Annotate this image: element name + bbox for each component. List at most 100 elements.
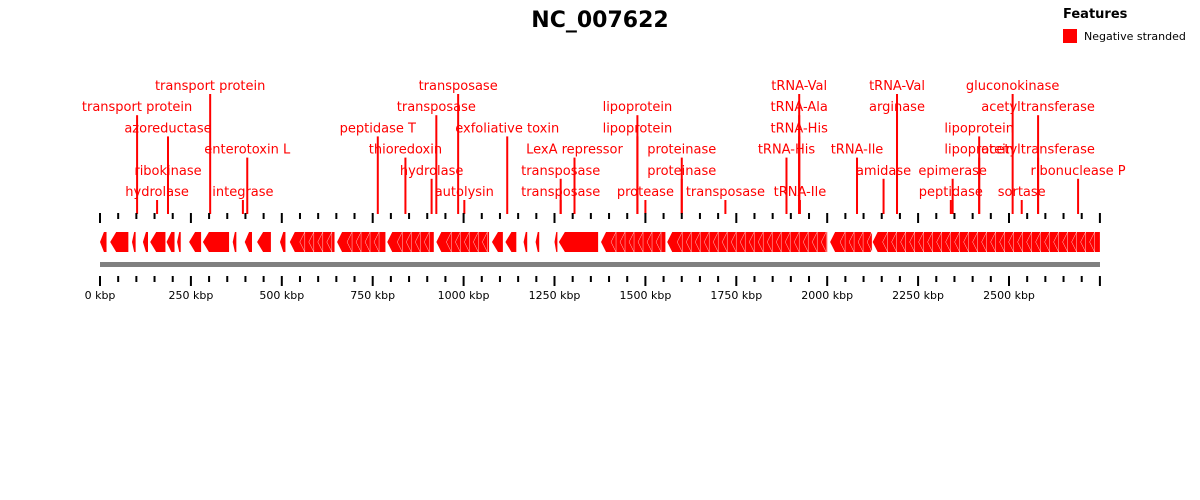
bottom-tick [953,276,956,282]
bottom-tick [135,276,138,282]
annotation-label: thioredoxin [369,143,442,158]
annotation-leader-line [644,200,647,214]
bottom-tick [1062,276,1065,282]
feature-arrow [455,231,461,253]
annotation-label: peptidase T [340,121,416,136]
top-tick [262,213,265,219]
feature-arrow [142,232,148,252]
feature-arrow [839,231,846,253]
top-tick [135,213,138,219]
annotation-leader-line [457,94,460,214]
feature-arrow [963,231,969,253]
feature-arrow [554,232,558,252]
feature-arrow [676,231,683,253]
annotation-leader-line [430,178,433,214]
feature-arrow [244,232,252,252]
feature-arrow [308,231,314,253]
annotation-leader-line [435,115,438,214]
annotation-label: tRNA-Val [869,79,925,94]
top-tick [226,213,229,219]
annotation-leader-line [1011,94,1014,214]
annotation-leader-line [559,178,562,214]
bottom-tick [1080,276,1083,282]
legend: Features Negative stranded [1063,7,1186,43]
bottom-tick [589,276,592,282]
feature-arrow [257,232,271,252]
annotation-label: gluconokinase [966,79,1060,94]
feature-arrow [757,231,764,253]
feature-arrow [491,232,503,252]
top-tick [353,213,356,219]
feature-arrow [232,232,237,252]
feature-arrow [927,231,933,253]
feature-arrow [610,231,617,253]
feature-arrow [703,231,710,253]
top-tick [917,213,920,223]
top-tick [462,213,465,223]
feature-arrow [1008,231,1014,253]
annotation-label: epimerase [918,164,987,179]
bottom-tick [644,276,647,286]
axis-tick-labels: 0 kbp 250 kbp 500 kbp 750 kbp 1000 kbp 1250 k… [85,289,1035,302]
annotation-label: lipoprotein [944,143,1014,158]
feature-arrow [619,231,626,253]
axis-tick-label: 1000 kbp [438,289,490,302]
annotation-label: transposase [686,185,765,200]
feature-arrow [346,231,353,253]
annotation-leader-line [573,157,576,214]
feature-arrow [424,231,430,253]
axis-tick-label: 500 kbp [259,289,304,302]
feature-arrow [712,231,719,253]
feature-track [100,231,1100,253]
bottom-tick [462,276,465,286]
bottom-tick [680,276,683,282]
bottom-tick [880,276,883,282]
feature-arrow [100,232,107,252]
annotation-leader-line [1020,200,1023,214]
annotation-leader-line [166,178,169,214]
bottom-tick [189,276,192,286]
bottom-tick [535,276,538,282]
feature-arrow [1017,231,1023,253]
annotation-label: tRNA-Ala [771,100,828,115]
bottom-tick [389,276,392,282]
annotation-label: transposase [419,79,498,94]
feature-arrow [317,231,323,253]
feature-arrow [685,231,692,253]
annotation-leader-line [1037,157,1040,214]
top-tick [244,213,247,219]
bottom-tick [99,276,101,286]
bottom-tick [808,276,811,282]
bottom-tick [408,276,411,282]
top-tick [117,213,120,219]
annotation-label: acetyltransferase [981,143,1095,158]
legend-title: Features [1063,7,1128,22]
feature-arrow [802,231,809,253]
feature-arrow [748,231,755,253]
top-tick [1008,213,1010,223]
annotation-leader-line [376,136,379,214]
annotation-label: enterotoxin L [204,143,291,158]
top-tick [208,213,211,219]
bottom-tick [426,276,429,282]
feature-arrow [364,231,371,253]
bottom-tick [244,276,247,282]
bottom-tick [371,276,374,286]
top-tick [826,213,829,223]
annotation-leader-line [1077,178,1080,214]
bottom-tick [826,276,829,286]
annotation-label: tRNA-Ile [831,143,884,158]
feature-arrow [918,231,924,253]
bottom-tick [553,276,556,286]
annotation-leader-line [463,200,466,214]
feature-arrow [166,232,175,252]
annotation-label: autolysin [435,185,494,200]
feature-arrow [436,232,490,252]
feature-arrow [326,231,332,253]
feature-arrow [177,232,181,252]
top-tick [280,213,283,223]
feature-arrow [415,231,421,253]
annotation-leader-line [559,200,562,214]
annotation-leader-line [978,157,981,214]
